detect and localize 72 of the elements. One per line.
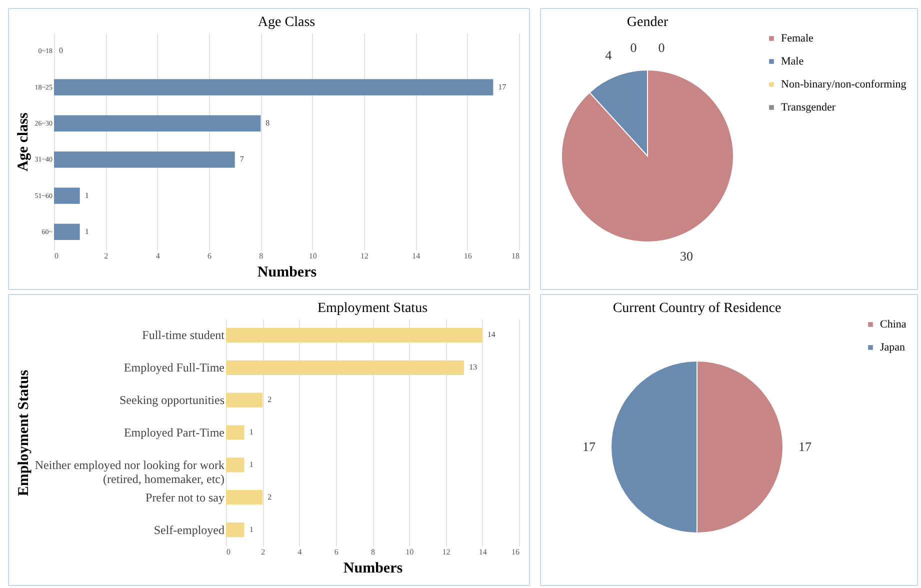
x-tick-label: 16 (464, 252, 472, 260)
x-tick-label: 0 (226, 548, 230, 556)
legend-label: Female (781, 32, 814, 44)
x-tick-label: 6 (208, 252, 212, 260)
x-axis-title: Numbers (257, 264, 317, 280)
chart-title: Age Class (258, 15, 316, 30)
bar (226, 360, 464, 375)
x-tick-label: 10 (308, 252, 317, 260)
x-tick-label: 2 (104, 252, 108, 260)
x-axis-title: Numbers (343, 560, 403, 576)
bar (54, 79, 494, 96)
legend-label: Non-binary/non-conforming (781, 78, 907, 90)
data-label: 0 (59, 46, 63, 56)
x-tick-label: 12 (360, 252, 368, 260)
bar (226, 392, 263, 408)
data-label: 30 (680, 248, 694, 264)
y-tick-label: Self-employed (154, 522, 224, 537)
bar (54, 115, 261, 132)
data-label: 4 (605, 47, 612, 62)
bar (54, 224, 80, 240)
bar (226, 522, 244, 538)
x-tick-label: 12 (442, 548, 450, 556)
bar (54, 188, 80, 204)
y-tick-label: Prefer not to say (146, 490, 224, 504)
y-tick-label: Neither employed nor looking for work (retired, homemaker, etc) (34, 458, 225, 486)
x-tick-label: 14 (478, 548, 487, 556)
chart-title: Employment Status (317, 301, 428, 316)
data-label: 17 (582, 439, 596, 454)
legend-label: Japan (880, 342, 906, 354)
data-label: 2 (268, 395, 272, 404)
bar (226, 458, 244, 472)
x-tick-label: 8 (259, 252, 264, 260)
bar (54, 151, 235, 168)
data-label: 1 (84, 190, 89, 200)
y-tick-label: Full-time student (142, 328, 226, 342)
y-axis-title: Age class (16, 112, 32, 172)
data-label: 14 (487, 330, 496, 340)
data-label: 1 (249, 524, 254, 534)
bar (226, 490, 263, 505)
legend-label: China (880, 318, 906, 330)
y-tick-label: Employed Full-Time (124, 360, 224, 375)
text: 0 (658, 40, 665, 55)
x-tick-label: 4 (156, 252, 160, 260)
data-label: 2 (268, 492, 272, 502)
data-label: 13 (469, 362, 478, 372)
y-axis-title: Employment Status (16, 370, 32, 496)
data-label: 1 (84, 226, 89, 236)
x-tick-label: 10 (406, 548, 414, 556)
x-tick-label: 2 (261, 548, 266, 556)
bar (226, 328, 482, 343)
data-label: 7 (240, 154, 244, 164)
data-label: 17 (798, 439, 812, 454)
text: 0 (630, 40, 637, 55)
x-tick-label: 0 (54, 252, 58, 260)
x-tick-label: 4 (298, 548, 302, 556)
legend-label: Male (781, 56, 804, 68)
data-label: 17 (498, 82, 506, 92)
chart-title: Gender (626, 15, 668, 30)
chart-title: Current Country of Residence (612, 301, 782, 316)
y-tick-label: Employed Part-Time (124, 426, 224, 440)
x-tick-label: 14 (412, 252, 420, 260)
y-tick-label: Seeking opportunities (120, 393, 225, 408)
data-label: 1 (249, 460, 254, 469)
bar (226, 425, 244, 440)
legend-label: Transgender (781, 102, 836, 114)
x-tick-label: 18 (512, 252, 520, 260)
data-label: 1 (249, 428, 254, 436)
x-tick-label: 8 (371, 548, 375, 556)
pie-slice (561, 70, 734, 242)
x-tick-label: 16 (512, 548, 520, 556)
data-label: 8 (266, 118, 270, 128)
x-tick-label: 6 (334, 548, 338, 556)
